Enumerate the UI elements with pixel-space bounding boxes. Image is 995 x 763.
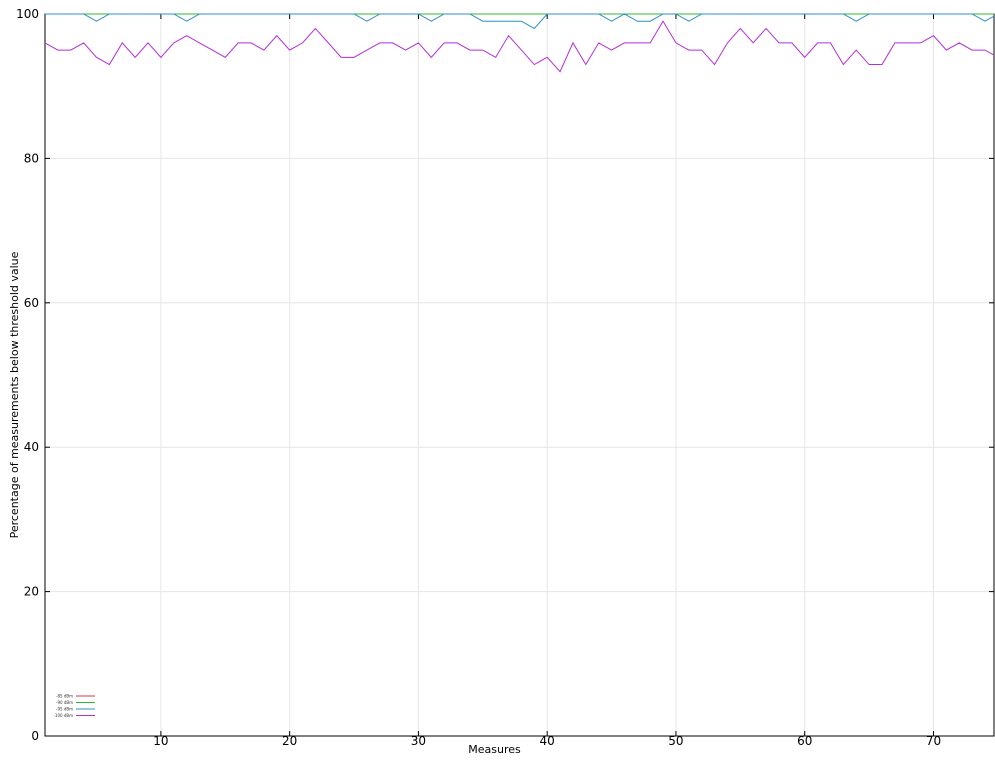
data-series: [45, 13, 994, 73]
y-tick-label-40: 40: [24, 440, 39, 454]
x-tick-label-70: 70: [926, 734, 941, 748]
y-tick-label-80: 80: [24, 151, 39, 165]
legend-label-2: -95 dBm: [56, 707, 73, 712]
y-tick-label-20: 20: [24, 585, 39, 599]
x-tick-label-40: 40: [540, 734, 555, 748]
plot-area-frame: [44, 13, 995, 737]
x-tick-label-50: 50: [668, 734, 683, 748]
y-tick-label-60: 60: [24, 296, 39, 310]
legend: -85 dBm-90 dBm -95 dBm-100 dBm: [53, 694, 95, 718]
grid-lines: [45, 14, 994, 736]
y-tick-label-100: 100: [16, 7, 39, 21]
x-tick-label-60: 60: [797, 734, 812, 748]
legend-label-3: -100 dBm: [53, 713, 73, 718]
x-tick-label-30: 30: [411, 734, 426, 748]
x-tick-label-10: 10: [153, 734, 168, 748]
x-axis-title: Measures: [468, 743, 521, 756]
y-axis-title: Percentage of measurements below thresho…: [8, 251, 21, 538]
y-tick-label-0: 0: [31, 729, 39, 743]
legend-label-0: -85 dBm: [56, 694, 73, 699]
series-line-100-dbm: [45, 20, 994, 73]
series-line-95-dbm: [45, 13, 994, 30]
x-tick-label-20: 20: [282, 734, 297, 748]
legend-label-1: -90 dBm: [56, 700, 73, 705]
axis-ticks: 10 20 30 40 50 60 70 0 20 40 60 80 100: [16, 7, 994, 748]
